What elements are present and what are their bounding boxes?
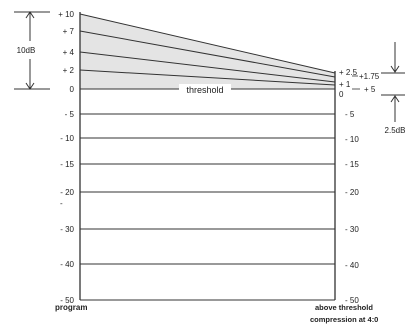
ten-db-range-bracket: [14, 11, 50, 90]
output-level-label: - 5: [345, 110, 355, 119]
output-level-label: + 5: [364, 85, 376, 94]
two-point-five-db-bracket-label: 2.5dB: [385, 126, 406, 135]
level-line: [79, 30, 336, 78]
output-level-label: - 40: [345, 261, 359, 270]
program-level-label: - 50: [60, 296, 74, 305]
program-level-label: + 2: [63, 66, 75, 75]
program-level-label: 0: [70, 85, 75, 94]
stray-mark: -: [60, 199, 63, 208]
program-level-label: - 15: [60, 160, 74, 169]
program-level-label: + 4: [63, 48, 75, 57]
output-level-label: 0: [339, 90, 344, 99]
program-level-label: - 20: [60, 188, 74, 197]
program-level-labels: + 10 + 7 + 4 + 2 0 - 5 - 10 - 15 - 20 - 30 - 40 - 5…: [58, 10, 74, 305]
level-line: [79, 69, 336, 86]
program-level-label: + 7: [63, 27, 75, 36]
program-level-label: - 5: [65, 110, 75, 119]
program-level-label: + 10: [58, 10, 74, 19]
compressed-region-shading: [80, 14, 335, 89]
output-axis-label-line1: above threshold: [315, 303, 373, 312]
output-level-label: - 15: [345, 160, 359, 169]
output-level-labels: + 2.5 +1.75 + 1 + 5 0 - 5 - 10 - 15 - 20 - 30 - 40…: [339, 68, 380, 305]
program-level-label: - 30: [60, 225, 74, 234]
level-line: [79, 51, 336, 83]
output-level-label: +1.75: [359, 72, 380, 81]
level-lines-group: [79, 13, 360, 301]
output-axis-label-line2: compression at 4:0: [310, 315, 378, 324]
program-level-label: - 10: [60, 134, 74, 143]
threshold-label: threshold: [186, 85, 223, 95]
program-axis-label: program: [55, 303, 87, 312]
two-point-five-db-range-bracket: [381, 42, 405, 122]
threshold-label-mask: [179, 84, 231, 94]
output-level-label: + 1: [339, 80, 351, 89]
ten-db-bracket-label: 10dB: [17, 46, 36, 55]
output-level-label: - 30: [345, 225, 359, 234]
output-level-label: + 2.5: [339, 68, 358, 77]
output-level-label: - 10: [345, 135, 359, 144]
level-line: [79, 13, 336, 74]
output-level-label: - 20: [345, 188, 359, 197]
program-level-label: - 40: [60, 260, 74, 269]
output-level-label: - 50: [345, 296, 359, 305]
